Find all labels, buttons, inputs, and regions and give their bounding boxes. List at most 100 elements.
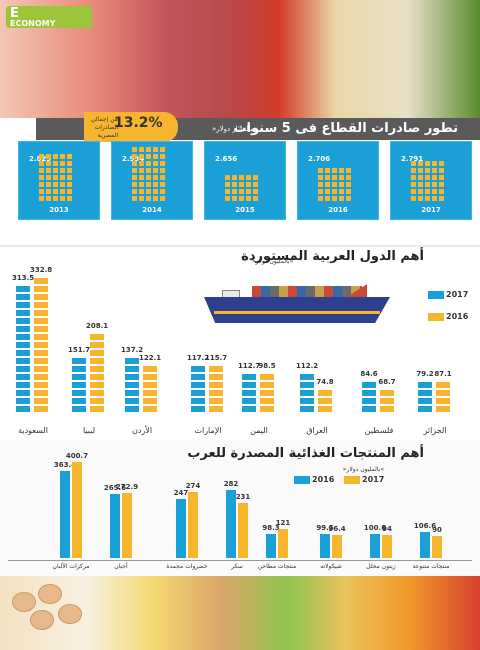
bar-cell xyxy=(34,366,48,372)
value-cell xyxy=(411,196,416,201)
bar-cell xyxy=(34,294,48,300)
value-cell xyxy=(153,175,158,180)
category-label: خضروات مجمدة xyxy=(166,563,208,570)
bar-cell xyxy=(260,382,274,388)
value-cell xyxy=(432,161,437,166)
bar-cell xyxy=(34,406,48,412)
value-cell xyxy=(253,189,258,194)
value-label: 84.6 xyxy=(360,370,378,378)
share-badge-text: من إجمالي الصادرات المصرية xyxy=(90,116,118,139)
value-label: 231 xyxy=(235,492,251,501)
bar-cell xyxy=(418,382,432,388)
value-cell xyxy=(339,175,344,180)
bar-cell xyxy=(143,374,157,380)
value-cell xyxy=(153,189,158,194)
value-cell xyxy=(232,175,237,180)
year-value-2016: 2.706 xyxy=(308,155,331,163)
value-cell xyxy=(160,154,165,159)
category-label: منتجات مطاحن xyxy=(257,563,297,570)
bar-cell xyxy=(418,398,432,404)
year-box-2017: 2.791 2017 xyxy=(390,141,472,220)
bar-cell xyxy=(72,366,86,372)
value-cell xyxy=(46,154,51,159)
value-cell xyxy=(53,196,58,201)
value-cell xyxy=(232,189,237,194)
value-label: 208.1 xyxy=(86,322,109,330)
egg-icon xyxy=(12,592,36,612)
bar-cell xyxy=(34,302,48,308)
value-cell xyxy=(146,189,151,194)
value-cell xyxy=(46,196,51,201)
section1-title: تطور صادرات القطاع فى 5 سنوات xyxy=(233,121,458,136)
value-cell xyxy=(153,161,158,166)
legend-label-2016-products: 2016 xyxy=(312,475,335,484)
value-label: 117.2 xyxy=(187,354,210,362)
bar-cell xyxy=(436,390,450,396)
year-label-2015: 2015 xyxy=(235,206,255,214)
value-cell xyxy=(418,175,423,180)
value-cell xyxy=(153,154,158,159)
value-cell xyxy=(160,147,165,152)
bar-cell xyxy=(90,358,104,364)
bar-cell xyxy=(16,302,30,308)
legend-swatch-2017 xyxy=(428,291,444,299)
bar xyxy=(332,534,342,558)
bar-cell xyxy=(191,382,205,388)
value-cell xyxy=(139,189,144,194)
category-label: شيكولاته xyxy=(320,563,342,570)
value-cell xyxy=(411,175,416,180)
value-cell xyxy=(60,189,65,194)
value-cell xyxy=(139,161,144,166)
year-box-2014: 2.934 2014 xyxy=(111,141,193,220)
bar-cell xyxy=(436,398,450,404)
bar-cell xyxy=(34,286,48,292)
bar-cell xyxy=(362,398,376,404)
category-label: العراق xyxy=(306,426,328,435)
egg-icon xyxy=(38,584,62,604)
value-label: 98.3 xyxy=(262,524,280,533)
bar-cell xyxy=(16,294,30,300)
bar xyxy=(320,534,330,558)
value-cell xyxy=(225,189,230,194)
section1-unit: »بالمليار دولار« xyxy=(212,125,257,133)
category-label: ليبيا xyxy=(82,426,96,435)
value-cell xyxy=(439,161,444,166)
bar-cell xyxy=(191,374,205,380)
value-cell xyxy=(153,168,158,173)
category-label: زيتون مخلل xyxy=(366,563,396,570)
value-cell xyxy=(146,168,151,173)
bar-cell xyxy=(300,406,314,412)
category-label: سكر xyxy=(231,563,243,570)
category-label: الإمارات xyxy=(194,426,222,435)
value-cell xyxy=(53,189,58,194)
value-cell xyxy=(339,189,344,194)
value-cell xyxy=(439,175,444,180)
bar-cell xyxy=(209,390,223,396)
bar-cell xyxy=(125,398,139,404)
bar-cell xyxy=(90,374,104,380)
bar-cell xyxy=(362,382,376,388)
value-cell xyxy=(425,196,430,201)
bar-cell xyxy=(34,326,48,332)
value-label: 265.6 xyxy=(103,484,127,493)
value-cell xyxy=(346,168,351,173)
bar xyxy=(110,494,120,558)
bar-cell xyxy=(16,358,30,364)
value-cell xyxy=(232,196,237,201)
bar xyxy=(278,528,288,558)
value-label: 98.5 xyxy=(258,362,276,370)
bar-cell xyxy=(242,406,256,412)
value-cell xyxy=(139,168,144,173)
egg-icon xyxy=(58,604,82,624)
value-cell xyxy=(60,154,65,159)
value-cell xyxy=(253,182,258,187)
value-cell xyxy=(432,175,437,180)
value-cell xyxy=(39,175,44,180)
bar-cell xyxy=(34,278,48,284)
section3-unit: »بالمليون دولار« xyxy=(342,466,384,473)
value-cell xyxy=(139,154,144,159)
bar-cell xyxy=(90,382,104,388)
value-cell xyxy=(325,189,330,194)
value-cell xyxy=(318,189,323,194)
value-cell xyxy=(225,175,230,180)
